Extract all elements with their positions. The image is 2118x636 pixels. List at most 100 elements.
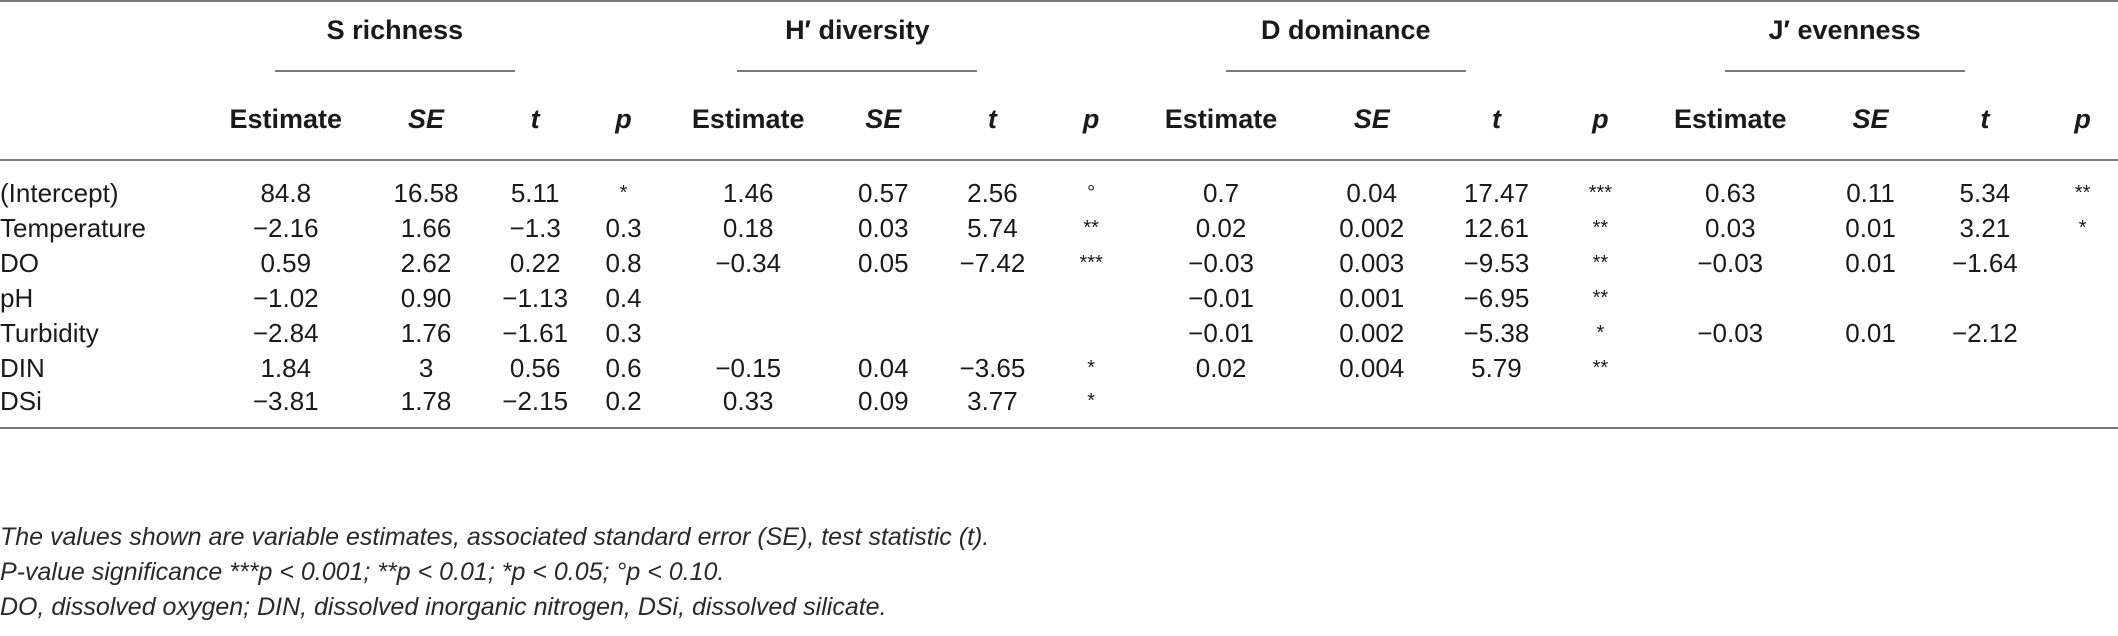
value-cell: −1.3	[509, 213, 561, 243]
value-cell	[1923, 386, 2048, 428]
value-cell	[1923, 351, 2048, 386]
value-cell: 1.76	[400, 318, 452, 348]
corner-cell	[0, 1, 208, 85]
row-label: DO	[0, 248, 39, 278]
value-cell: 3.21	[1959, 213, 2011, 243]
value-cell: −0.01	[1188, 283, 1254, 313]
row-label: Temperature	[0, 213, 146, 243]
value-cell: 1.46	[722, 178, 774, 208]
value-cell: 0.002	[1339, 213, 1405, 243]
value-cell: −1.64	[1951, 248, 2018, 278]
p-value-cell: 0.2	[605, 386, 642, 416]
value-cell: −0.03	[1188, 248, 1254, 278]
col-p: p	[1082, 103, 1100, 134]
col-p: p	[2074, 103, 2091, 134]
col-estimate: Estimate	[1164, 103, 1278, 134]
p-value-cell: 0.6	[605, 353, 642, 383]
value-cell: 0.01	[1845, 318, 1896, 348]
value-cell: 17.47	[1463, 178, 1529, 208]
value-cell: 5.79	[1471, 353, 1522, 383]
value-cell: −0.01	[1188, 318, 1254, 348]
p-value-cell	[2047, 386, 2118, 428]
value-cell	[1819, 386, 1923, 428]
col-estimate: Estimate	[229, 103, 343, 134]
p-value-cell	[1050, 316, 1133, 351]
value-cell: 12.61	[1463, 213, 1529, 243]
value-cell	[665, 281, 831, 316]
value-cell	[935, 281, 1049, 316]
group-header-row: S richness H′ diversity D dominance J′ e…	[0, 1, 2118, 85]
table-row: DO 0.59 2.62 0.22 0.8 −0.34 0.05 −7.42 *** −0.03 0…	[0, 246, 2118, 281]
value-cell: 0.02	[1195, 353, 1247, 383]
value-cell: −2.16	[252, 213, 319, 243]
value-cell: 0.22	[509, 248, 561, 278]
col-estimate: Estimate	[1673, 103, 1787, 134]
col-t: t	[530, 103, 540, 134]
table-row: DSi −3.81 1.78 −2.15 0.2 0.33 0.09 3.77 *	[0, 386, 2118, 428]
results-table-container: S richness H′ diversity D dominance J′ e…	[0, 0, 2118, 429]
value-cell: 2.62	[400, 248, 452, 278]
p-value-cell: **	[1083, 217, 1099, 239]
value-cell	[1309, 386, 1434, 428]
value-cell: 0.02	[1195, 213, 1247, 243]
p-value-cell: ***	[1588, 182, 1613, 204]
value-cell: 0.03	[1704, 213, 1756, 243]
p-value-cell: *	[619, 182, 628, 204]
value-cell: −1.13	[502, 283, 569, 313]
col-t: t	[1491, 103, 1501, 134]
value-cell: −1.61	[502, 318, 569, 348]
row-label: pH	[0, 283, 34, 313]
value-cell	[1642, 386, 1819, 428]
value-cell: −0.03	[1697, 248, 1764, 278]
col-p: p	[615, 103, 632, 134]
p-value-cell	[2047, 316, 2118, 351]
value-cell: −2.12	[1951, 318, 2018, 348]
value-cell: 0.04	[857, 353, 909, 383]
p-value-cell: *	[1596, 322, 1605, 344]
value-cell: −0.34	[715, 248, 782, 278]
value-cell: 1.84	[260, 353, 312, 383]
value-cell: −3.65	[959, 353, 1026, 383]
value-cell: −2.84	[252, 318, 319, 348]
value-cell: −3.81	[252, 386, 319, 416]
p-value-cell	[2047, 281, 2118, 316]
table-footnotes: The values shown are variable estimates,…	[0, 520, 989, 625]
value-cell	[665, 316, 831, 351]
value-cell: 0.90	[400, 283, 452, 313]
group-header-j-evenness: J′ evenness	[1642, 1, 2047, 85]
column-header-row: Estimate SE t p Estimate SE t p Estimate…	[0, 85, 2118, 160]
p-value-cell: 0.4	[605, 283, 642, 313]
value-cell	[1133, 386, 1310, 428]
p-value-cell: 0.3	[605, 318, 642, 348]
value-cell: 1.78	[400, 386, 452, 416]
row-label: DIN	[0, 353, 45, 383]
col-t: t	[1980, 103, 1990, 134]
value-cell: −5.38	[1463, 318, 1530, 348]
value-cell	[935, 316, 1049, 351]
value-cell: 0.004	[1339, 353, 1405, 383]
p-value-cell: 0.3	[605, 213, 642, 243]
p-value-cell: **	[1592, 287, 1609, 309]
value-cell: −0.15	[715, 353, 782, 383]
value-cell	[1642, 281, 1819, 316]
p-value-cell	[2047, 246, 2118, 281]
value-cell	[1819, 281, 1923, 316]
value-cell: −7.42	[959, 248, 1026, 278]
value-cell: 0.01	[1845, 213, 1896, 243]
value-cell: −1.02	[252, 283, 319, 313]
value-cell: 0.003	[1339, 248, 1405, 278]
value-cell: 0.57	[857, 178, 909, 208]
value-cell	[831, 281, 935, 316]
value-cell: 3	[418, 353, 434, 383]
value-cell: 0.18	[722, 213, 774, 243]
value-cell: −6.95	[1463, 283, 1530, 313]
group-header-s-richness: S richness	[208, 1, 582, 85]
value-cell: 0.01	[1845, 248, 1896, 278]
p-value-cell: **	[2074, 182, 2091, 204]
p-value-cell	[2047, 351, 2118, 386]
value-cell	[1642, 351, 1819, 386]
value-cell: 0.59	[260, 248, 312, 278]
value-cell: 0.09	[857, 386, 909, 416]
group-header-d-dominance: D dominance	[1133, 1, 1559, 85]
value-cell: −2.15	[502, 386, 569, 416]
